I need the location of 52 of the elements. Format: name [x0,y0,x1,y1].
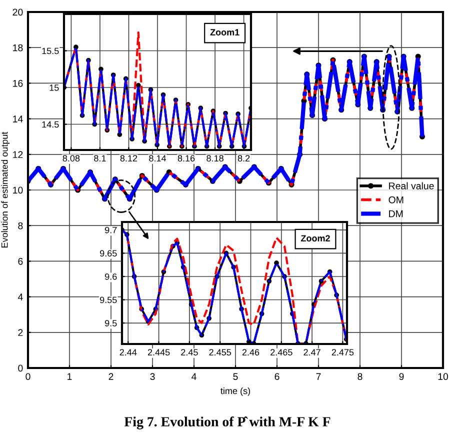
x-tick-label: 8.16 [178,155,195,162]
y-tick-label: 14.5 [42,121,59,128]
y-tick-label: 9.65 [100,250,117,257]
annotation: Zoom2 [300,235,330,242]
y-tick-label: 2 [18,329,23,336]
x-tick-label: 8.18 [206,155,224,162]
x-tick-label: 9 [399,373,404,380]
x-tick-label: 6 [274,373,280,380]
y-tick-label: 14 [13,116,23,122]
y-tick-label: 15.5 [42,48,59,54]
y-tick-label: 12 [13,151,23,158]
x-tick-label: 8.14 [149,155,166,162]
x-tick-label: 4 [192,373,196,380]
x-tick-label: 2.465 [270,349,292,356]
x-tick-label: 2.475 [332,349,354,356]
y-tick-label: 9.5 [105,320,117,326]
x-tick-label: 2.45 [181,349,198,356]
x-tick-label: 10 [438,373,448,380]
y-tick-label: 16 [13,80,23,87]
legend-label: DM [389,210,403,218]
x-axis-title: time (s) [220,387,250,396]
x-tick-label: 8.08 [62,155,80,162]
y-tick-label: 9.6 [105,273,117,280]
x-tick-label: 7 [316,373,321,380]
y-tick-label: 15 [50,84,59,91]
x-tick-label: 3 [150,373,155,380]
y-tick-label: 20 [12,8,23,16]
legend-label: OM [388,196,404,204]
x-tick-label: 8.12 [120,155,138,162]
x-tick-label: 8.2 [238,155,250,162]
x-tick-label: 2.44 [120,349,137,356]
y-tick-label: 6 [18,258,23,265]
y-tick-label: 18 [13,44,23,52]
legend-label: Real value [389,182,434,190]
annotation: Zoom1 [210,29,240,36]
y-tick-label: 10 [13,186,23,194]
x-tick-label: 8 [358,373,362,380]
x-tick-label: 2.455 [209,349,232,356]
y-tick-label: 4 [18,294,23,300]
y-tick-label: 8 [18,222,23,230]
x-tick-label: 2.46 [242,349,260,356]
x-tick-label: 0 [26,373,30,380]
x-tick-label: 2.47 [304,349,320,356]
x-tick-label: 8.1 [94,155,106,162]
y-tick-label: 0 [18,364,23,372]
caption: Fig 7. Evolution of P̂ with M-F K F [124,416,330,430]
x-tick-label: 2.445 [148,349,170,356]
y-tick-label: 9.55 [100,296,117,304]
x-tick-label: 5 [233,373,238,380]
y-tick-label: 9.7 [105,226,117,234]
y-axis-title: Evolution of estimated output [1,132,10,248]
x-tick-label: 1 [68,373,72,380]
